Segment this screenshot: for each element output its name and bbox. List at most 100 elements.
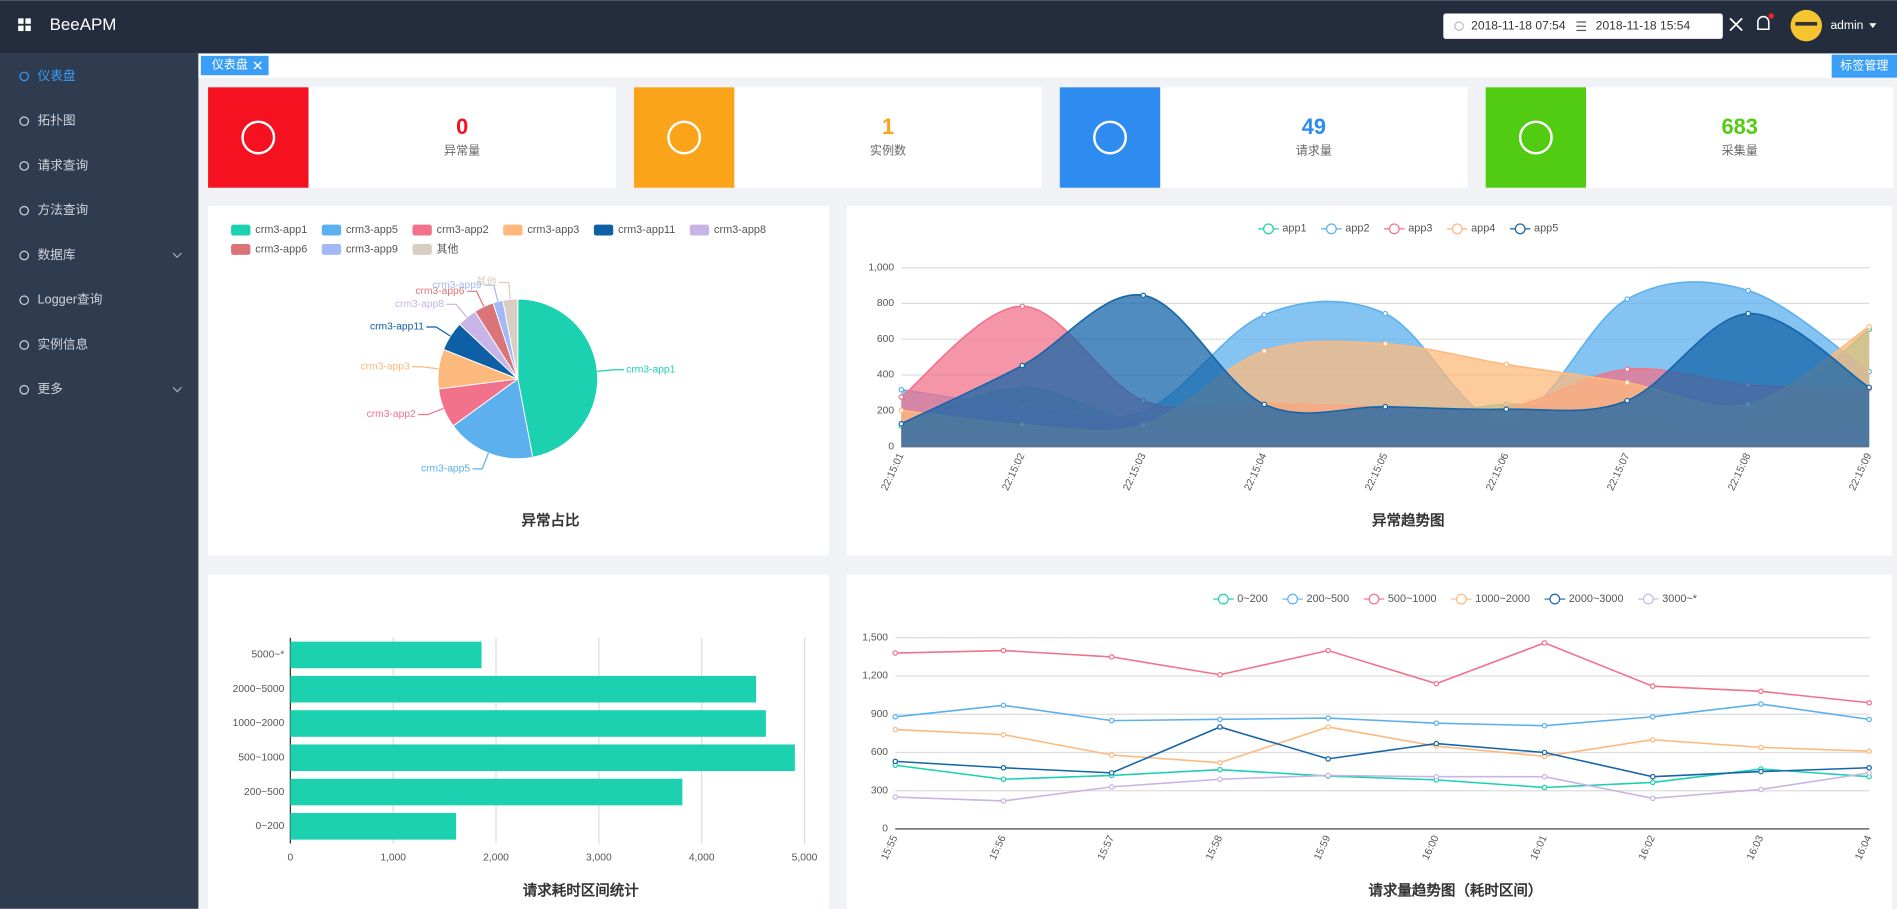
y-tick-label: 1,000 [868, 262, 894, 273]
legend-swatch [1368, 593, 1380, 605]
point [1108, 717, 1115, 724]
point [1745, 287, 1751, 294]
badge [1768, 13, 1774, 19]
legend: app1 app2 app3 app4 app5 [1258, 223, 1558, 235]
legend-label[interactable]: 3000~* [1662, 593, 1698, 605]
menu-item[interactable]: 请求查询 [38, 158, 89, 172]
legend-label[interactable]: app2 [1345, 223, 1369, 235]
bell-icon[interactable] [1757, 15, 1770, 31]
menu-item[interactable]: Logger查询 [38, 293, 103, 307]
point [1503, 406, 1510, 412]
point [898, 420, 905, 427]
point [1541, 722, 1548, 729]
menu-item[interactable]: 数据库 [38, 247, 76, 262]
tab-close[interactable] [253, 61, 262, 70]
pie-slice [502, 298, 519, 379]
stat-label: 请求量 [1296, 144, 1332, 158]
tab-bar [198, 53, 1897, 78]
x-tick-label: 0 [287, 853, 293, 864]
x-tick-label: 3,000 [586, 853, 612, 864]
leader-line [597, 369, 624, 372]
legend-label[interactable]: 2000~3000 [1569, 593, 1624, 605]
range-icon [1576, 21, 1587, 32]
y-tick-label: 0~200 [255, 821, 284, 832]
x-tick-label: 1,000 [380, 853, 406, 864]
stat-icon-box [208, 87, 309, 188]
menu-item[interactable]: 方法查询 [38, 202, 89, 217]
tab[interactable] [200, 55, 269, 76]
y-tick-label: 0 [888, 441, 894, 452]
leader-line [484, 284, 499, 302]
legend-label[interactable]: app3 [1408, 223, 1432, 235]
slice-label: crm3-app5 [421, 464, 470, 475]
panel [846, 574, 1893, 909]
point [1624, 366, 1630, 373]
point [1108, 770, 1115, 776]
legend-label[interactable]: 其他 [437, 242, 459, 255]
legend-label[interactable]: crm3-app6 [255, 243, 307, 255]
point [1000, 647, 1007, 654]
menu-icon [19, 250, 30, 261]
stat-icon-box [1059, 87, 1161, 188]
point [1624, 296, 1630, 302]
chart-title: 异常趋势图 [1372, 511, 1445, 529]
legend-label[interactable]: app5 [1534, 223, 1558, 235]
tab-label[interactable]: 仪表盘 [212, 57, 248, 72]
tag-manage-button[interactable] [1831, 54, 1897, 78]
point [1108, 654, 1115, 660]
legend-label[interactable]: 200~500 [1307, 593, 1350, 605]
date-end: 2018-11-18 15:54 [1596, 18, 1691, 32]
point [1866, 324, 1872, 330]
point [1758, 768, 1764, 775]
y-tick-label: 900 [871, 709, 888, 720]
stat-cards: 0 异常量 1 实例数 49 请求量 683 采集量 [208, 87, 1894, 188]
legend-label[interactable]: crm3-app1 [255, 224, 307, 236]
fullscreen-icon[interactable] [1729, 17, 1743, 32]
point [1649, 714, 1656, 720]
menu-item[interactable]: 仪表盘 [38, 68, 76, 83]
y-tick-label: 800 [877, 298, 894, 309]
chart-title: 请求量趋势图（耗时区间） [1368, 882, 1542, 900]
tag-manage-label[interactable]: 标签管理 [1840, 57, 1888, 72]
legend-label[interactable]: 500~1000 [1388, 593, 1437, 605]
slice-label: 其他 [476, 275, 497, 288]
legend-label[interactable]: 1000~2000 [1475, 593, 1530, 605]
user-name[interactable]: admin [1830, 18, 1863, 32]
y-tick-label: 600 [877, 334, 894, 345]
legend-label[interactable]: crm3-app11 [618, 224, 675, 236]
point [1382, 341, 1389, 347]
point [1217, 716, 1223, 723]
legend-swatch [593, 224, 614, 236]
menu-item[interactable]: 更多 [38, 382, 63, 396]
menu-icon [19, 71, 30, 82]
legend-label[interactable]: crm3-app2 [437, 224, 489, 236]
menu-item[interactable]: 拓扑图 [38, 114, 76, 128]
leader-line [499, 281, 511, 300]
legend-swatch [321, 224, 342, 236]
point [1758, 744, 1764, 751]
point [1108, 784, 1115, 790]
legend-label[interactable]: crm3-app3 [527, 224, 579, 236]
legend-swatch [231, 243, 251, 255]
legend-swatch [1514, 223, 1526, 235]
point [1000, 776, 1007, 783]
legend-label[interactable]: crm3-app9 [346, 243, 398, 255]
point [1261, 348, 1268, 354]
menu-icon [19, 161, 30, 171]
menu-item[interactable]: 实例信息 [38, 336, 89, 351]
legend-label[interactable]: crm3-app8 [714, 224, 766, 236]
slice-label: crm3-app2 [367, 409, 416, 420]
legend-label[interactable]: 0~200 [1237, 593, 1268, 605]
legend-label[interactable]: app1 [1282, 223, 1306, 235]
legend-label[interactable]: app4 [1471, 223, 1495, 235]
legend-label[interactable]: crm3-app5 [346, 224, 398, 236]
point [1433, 773, 1440, 780]
slice-label: crm3-app1 [626, 364, 675, 375]
point [1217, 671, 1223, 678]
bar [290, 710, 766, 737]
legend-swatch [1217, 593, 1229, 605]
menu-icon[interactable] [18, 18, 31, 32]
stat-label: 异常量 [444, 144, 480, 158]
y-tick-label: 1000~2000 [233, 718, 285, 729]
point [1261, 401, 1268, 408]
